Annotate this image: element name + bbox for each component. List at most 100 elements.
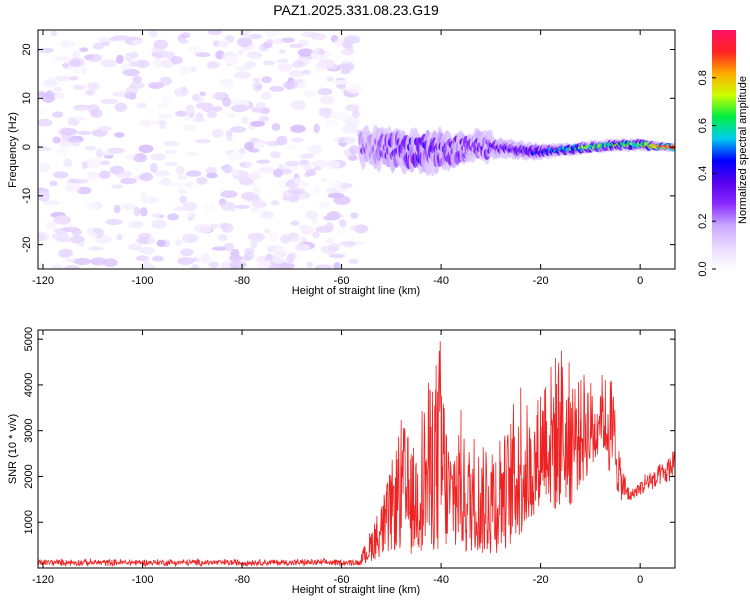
noise-blob <box>222 97 232 107</box>
noise-blob <box>250 207 258 213</box>
noise-blob <box>247 232 265 242</box>
noise-blob <box>279 49 286 54</box>
noise-blob <box>273 250 287 258</box>
noise-blob <box>252 78 261 83</box>
y-tick-label: 10 <box>21 92 33 104</box>
noise-blob <box>180 248 194 257</box>
noise-blob <box>338 63 351 70</box>
noise-blob <box>100 160 111 166</box>
noise-blob <box>77 130 92 136</box>
noise-blob <box>326 211 341 221</box>
noise-blob <box>113 204 121 214</box>
noise-blob <box>348 258 359 264</box>
y-tick-label: 4000 <box>23 373 35 397</box>
noise-blob <box>310 32 327 41</box>
noise-blob <box>194 139 211 144</box>
noise-blob <box>317 88 333 96</box>
noise-blob <box>271 123 281 131</box>
signal-blob <box>670 146 675 150</box>
noise-blob <box>318 107 333 115</box>
y-tick-label: 0 <box>21 144 33 150</box>
noise-blob <box>313 166 322 171</box>
noise-blob <box>152 58 163 68</box>
noise-blob <box>266 39 274 45</box>
noise-blob <box>171 56 183 65</box>
noise-blob <box>140 119 152 127</box>
noise-blob <box>121 203 136 210</box>
noise-blob <box>347 155 359 161</box>
colorbar-tick-label: 0.4 <box>697 166 709 181</box>
noise-blob <box>251 200 268 208</box>
noise-blob <box>320 177 328 183</box>
noise-blob <box>333 262 341 269</box>
noise-blob <box>308 144 323 155</box>
noise-blob <box>281 168 292 175</box>
noise-blob <box>261 91 272 100</box>
noise-blob <box>178 39 189 44</box>
noise-blob <box>280 234 291 244</box>
noise-blob <box>84 89 96 96</box>
snr-panel: -120 -100 -80 -60 -40 -20 0 1000 2000 3000 4000 50… <box>7 327 676 596</box>
noise-blob <box>221 223 234 233</box>
noise-blob <box>191 93 200 102</box>
noise-blob <box>225 54 239 65</box>
noise-blob <box>297 48 314 57</box>
noise-blob <box>132 75 143 84</box>
noise-blob <box>180 32 191 39</box>
noise-blob <box>303 90 318 98</box>
noise-blob <box>175 165 185 176</box>
noise-blob <box>273 168 284 178</box>
snr-x-axis-label: Height of straight line (km) <box>292 584 420 596</box>
noise-blob <box>324 119 339 128</box>
noise-blob <box>38 142 45 147</box>
noise-blob <box>233 204 251 209</box>
noise-blob <box>139 172 154 182</box>
noise-blob <box>186 151 200 156</box>
x-tick-label: -120 <box>32 574 54 586</box>
noise-blob <box>345 104 360 112</box>
spectrogram-y-axis-label: Frequency (Hz) <box>7 112 19 188</box>
noise-blob <box>253 141 265 149</box>
noise-blob <box>187 46 202 54</box>
noise-blob <box>219 78 234 88</box>
noise-blob <box>238 177 254 185</box>
noise-blob <box>327 159 341 170</box>
noise-blob <box>287 144 298 150</box>
noise-blob <box>185 170 202 177</box>
noise-blob <box>133 154 148 163</box>
noise-blob <box>95 148 104 158</box>
noise-blob <box>196 176 208 185</box>
noise-blob <box>211 106 223 112</box>
noise-blob <box>157 113 173 120</box>
noise-blob <box>162 95 171 103</box>
noise-blob <box>342 39 353 50</box>
noise-blob <box>277 63 293 72</box>
noise-blob <box>313 123 320 134</box>
y-tick-label: -20 <box>21 237 33 253</box>
noise-blob <box>269 85 285 92</box>
noise-blob <box>169 182 186 187</box>
noise-blob <box>163 141 180 147</box>
noise-blob <box>70 179 89 184</box>
colorbar-tick-label: 0.0 <box>697 261 709 276</box>
noise-blob <box>53 215 71 225</box>
noise-blob <box>159 76 173 86</box>
noise-blob <box>333 79 349 85</box>
x-tick-label: -80 <box>234 574 250 586</box>
noise-blob <box>289 79 303 84</box>
noise-blob <box>52 136 61 144</box>
noise-blob <box>236 127 244 133</box>
noise-blob <box>233 71 252 79</box>
noise-blob <box>90 109 103 118</box>
noise-blob <box>230 265 240 269</box>
noise-blob <box>81 66 88 76</box>
noise-blob <box>151 219 167 229</box>
colorbar-tick-label: 0.8 <box>697 70 709 85</box>
noise-blob <box>293 177 302 184</box>
noise-blob <box>317 58 335 69</box>
noise-blob <box>290 124 306 133</box>
noise-blob <box>270 200 280 206</box>
noise-blob <box>58 248 73 258</box>
spectrogram-x-axis-label: Height of straight line (km) <box>292 285 420 297</box>
noise-blob <box>138 144 154 154</box>
